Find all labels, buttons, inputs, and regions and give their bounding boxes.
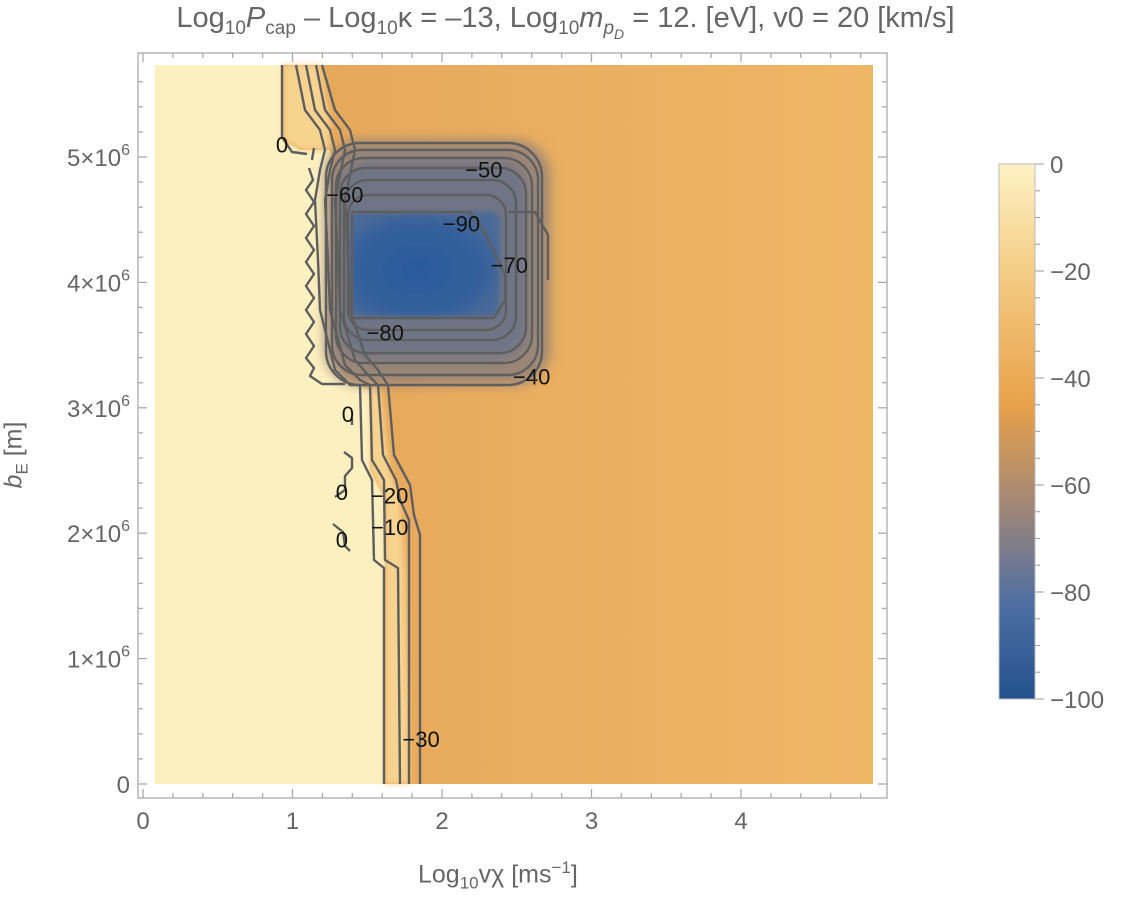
y-tick-label: 0: [117, 772, 130, 799]
y-tick-label: 5×106: [67, 142, 130, 172]
colorbar-tick-label: −40: [1050, 366, 1091, 393]
contour-label: −10: [371, 515, 408, 540]
density-field: [155, 65, 873, 784]
plot-frame: [137, 52, 888, 799]
contour-lines: [280, 64, 550, 785]
x-tick-label: 0: [136, 808, 149, 835]
colorbar-tick-label: −80: [1050, 580, 1091, 607]
contour-label: −50: [465, 158, 502, 183]
colorbar-tick-label: −100: [1050, 687, 1104, 714]
contour-label: 0: [276, 132, 288, 157]
xlabel-part: vχ [ms: [478, 860, 552, 889]
contour-label: −80: [367, 321, 404, 346]
title-part: Log: [176, 2, 225, 34]
contour-label: −30: [402, 727, 439, 752]
xlabel-part: ]: [570, 860, 578, 889]
xlabel-part: Log: [418, 860, 460, 889]
title-part: D: [614, 25, 625, 42]
title-part: = 12. [eV], v0 = 20 [km/s]: [624, 2, 955, 34]
title-part: – Log: [295, 2, 377, 34]
y-axis-ticks: 0 1×106 2×106 3×106 4×106 5×106: [67, 142, 130, 799]
colorbar-tick-label: 0: [1050, 152, 1063, 179]
y-tick-label: 3×106: [67, 393, 130, 423]
title-part: 10: [224, 17, 246, 39]
chart-title: Log10Pcap – Log10κ = –13, Log10mpD = 12.…: [0, 2, 1131, 42]
xlabel-part: 10: [459, 873, 479, 893]
title-part: m: [579, 2, 604, 34]
xlabel-part: −1: [551, 858, 571, 877]
ylabel-part: [m]: [0, 421, 28, 464]
x-axis-ticks: 0 1 2 3 4: [136, 808, 747, 835]
contour-label: 0: [336, 480, 348, 505]
ylabel-part: E: [12, 463, 32, 475]
y-tick-label: 4×106: [67, 267, 130, 297]
x-tick-label: 2: [435, 808, 448, 835]
colorbar-tick-label: −60: [1050, 473, 1091, 500]
title-part: p: [603, 17, 615, 39]
y-tick-label: 2×106: [67, 518, 130, 548]
title-part: cap: [265, 17, 296, 39]
colorbar: 0 −20 −40 −60 −80 −100: [998, 152, 1104, 714]
contour-labels: 0 −60 −50 −90 −70 −80 −40 0 0 −20 −10 0 −30: [276, 132, 550, 751]
colorbar-tick-label: −20: [1050, 259, 1091, 286]
contour-label: −70: [491, 253, 528, 278]
contour-label: −60: [326, 183, 363, 208]
y-tick-label: 1×106: [67, 644, 130, 674]
contour-label: −20: [371, 484, 408, 509]
title-part: 10: [376, 17, 398, 39]
ylabel-part: b: [0, 474, 28, 489]
x-tick-label: 4: [734, 808, 747, 835]
x-tick-label: 1: [286, 808, 299, 835]
contour-label: −40: [513, 364, 550, 389]
x-tick-label: 3: [585, 808, 598, 835]
title-part: P: [245, 2, 266, 34]
contour-label: 0: [342, 402, 354, 427]
x-axis-label: Log10vχ [ms−1]: [418, 858, 578, 893]
y-axis-label: bE [m]: [0, 422, 33, 489]
title-part: κ = –13, Log: [397, 2, 559, 34]
contour-label: 0: [336, 527, 348, 552]
title-part: 10: [558, 17, 580, 39]
contour-label: −90: [443, 211, 480, 236]
